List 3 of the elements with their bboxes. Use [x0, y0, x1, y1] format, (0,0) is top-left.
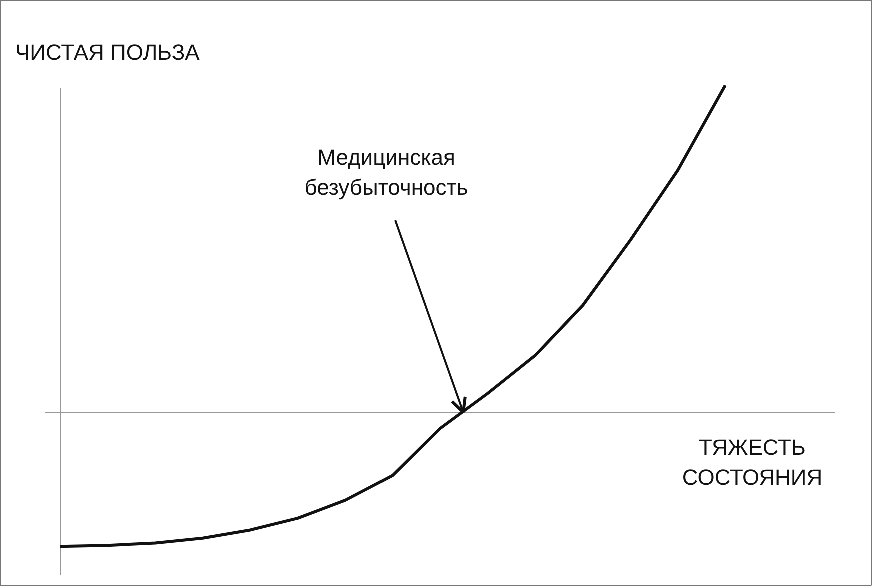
annotation: Медицинская безубыточность [304, 145, 468, 200]
x-axis-title: ТЯЖЕСТЬ СОСТОЯНИЯ [682, 435, 823, 490]
y-axis-title: ЧИСТАЯ ПОЛЬЗА [16, 40, 200, 65]
